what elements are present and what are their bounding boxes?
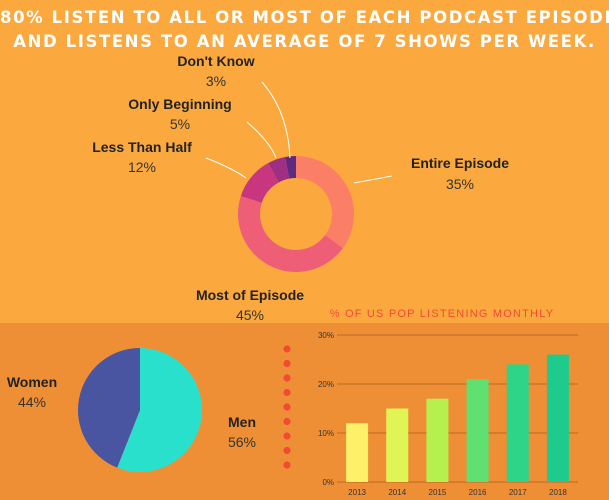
pie-label-women-name: Women <box>7 374 57 390</box>
donut-slice-entire-episode <box>296 156 354 249</box>
bar-2015 <box>426 398 449 482</box>
bar-xtick-label: 2013 <box>348 488 366 497</box>
bar-2017 <box>506 364 529 482</box>
separator-dot <box>283 403 291 411</box>
donut-slice-don-t-know <box>285 156 296 179</box>
pie-label-women-value: 44% <box>18 394 46 410</box>
donut-slice-only-beginning <box>268 157 290 183</box>
headline-bold: ALL OR MOST <box>169 8 313 27</box>
pie-slice-women <box>77 348 140 468</box>
headline: 80% LISTEN TO ALL OR MOST OF EACH PODCAS… <box>0 6 609 54</box>
pie-label-men-name: Men <box>228 414 256 430</box>
donut-label-only-beginning-value: 5% <box>170 116 190 132</box>
separator-dot <box>283 417 291 426</box>
donut-label-entire-episode-value: 35% <box>446 176 474 192</box>
bar-xtick-label: 2015 <box>429 488 447 497</box>
bar-2016 <box>466 379 489 482</box>
donut-label-entire-episode-name: Entire Episode <box>411 155 509 171</box>
headline-line-2: AND LISTENS TO AN AVERAGE OF 7 SHOWS PER… <box>13 32 596 51</box>
leader-only-beginning <box>246 121 277 159</box>
separator-dot <box>283 345 291 353</box>
bar-xtick-label: 2017 <box>509 488 527 497</box>
pie-slice-men <box>117 348 202 472</box>
separator-dot <box>283 374 291 382</box>
bar-chart-title: % OF US POP LISTENING MONTHLY <box>330 308 554 320</box>
bar-ytick-label: 30% <box>318 331 334 340</box>
separator-dot <box>283 432 291 440</box>
separator-dot <box>283 461 291 469</box>
donut-label-dont-know-value: 3% <box>206 73 226 89</box>
bar-2013 <box>346 423 369 482</box>
dot-separator <box>283 345 291 469</box>
separator-dot <box>283 446 291 455</box>
bar-ytick-label: 10% <box>318 429 334 438</box>
leader-dont-know <box>261 81 291 159</box>
bar-ytick-label: 0% <box>322 478 334 487</box>
bar-ytick-label: 20% <box>318 380 334 389</box>
gender-pie-chart: Women 44% Men 56% <box>7 348 256 472</box>
donut-slice-less-than-half <box>240 163 279 203</box>
donut-label-dont-know-name: Don't Know <box>177 53 254 69</box>
headline-pre: 80% LISTEN TO <box>0 8 170 27</box>
separator-dot <box>283 359 291 368</box>
donut-label-only-beginning-name: Only Beginning <box>128 96 231 112</box>
leader-less-than-half <box>205 157 247 179</box>
bar-xtick-label: 2018 <box>549 488 567 497</box>
leader-entire-episode <box>353 175 393 184</box>
donut-chart: Don't Know 3% Only Beginning 5% Less Tha… <box>92 53 509 323</box>
bar-2014 <box>386 408 409 482</box>
separator-dot <box>283 388 291 397</box>
bar-xtick-label: 2014 <box>388 488 406 497</box>
donut-slice-most-of-episode <box>238 196 343 272</box>
donut-label-most-of-episode-name: Most of Episode <box>196 287 304 303</box>
headline-line-1: 80% LISTEN TO ALL OR MOST OF EACH PODCAS… <box>0 6 609 30</box>
donut-label-most-of-episode-value: 45% <box>236 307 264 323</box>
pie-label-men-value: 56% <box>228 434 256 450</box>
donut-label-less-than-half-value: 12% <box>128 159 156 175</box>
bar-chart: % OF US POP LISTENING MONTHLY 0% 10% 20% 30… <box>318 308 578 497</box>
headline-post: OF EACH PODCAST EPISODE <box>312 8 609 27</box>
bar-xtick-label: 2016 <box>469 488 487 497</box>
bar-2018 <box>546 354 569 482</box>
donut-label-less-than-half-name: Less Than Half <box>92 139 192 155</box>
